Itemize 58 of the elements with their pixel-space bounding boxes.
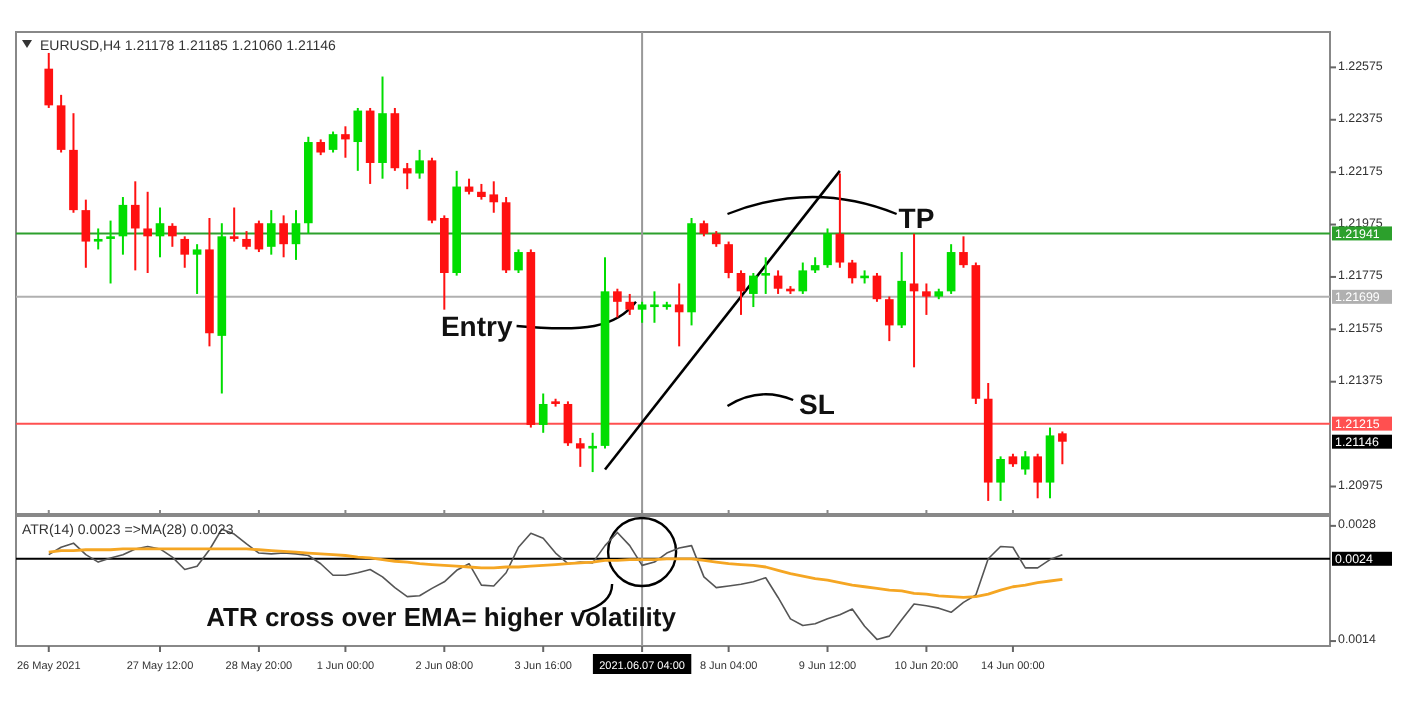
candlestick [1058,430,1067,466]
candlestick [415,148,424,180]
candlestick [897,251,907,330]
candlestick [229,206,239,243]
candlestick [93,227,103,251]
candlestick [724,240,733,280]
candlestick [81,198,91,269]
candlestick [749,272,758,309]
candlestick [823,227,832,269]
candlestick [872,272,882,303]
candlestick [835,172,845,269]
candlestick [922,282,931,316]
annotation: SL [799,388,836,420]
candlestick [563,400,573,447]
candlestick [798,261,808,295]
candlestick [588,431,597,474]
candlestick [291,209,301,261]
candlestick [1020,450,1030,476]
candlestick [266,209,276,256]
candlestick [168,222,177,248]
candlestick [674,282,684,348]
annotation: ATR cross over EMA= higher volatility [206,602,678,632]
candlestick [637,300,647,324]
candlestick [736,269,746,316]
candlestick [885,295,894,343]
candlestick [514,248,523,274]
candlestick [242,230,251,251]
candlestick [959,235,968,269]
candlestick [538,392,548,434]
candlestick [56,93,66,154]
candlestick [996,455,1005,502]
candlestick [180,235,190,269]
candlestick [773,269,783,295]
annotation: Entry [440,310,513,342]
candlestick [909,232,919,369]
candlestick [143,190,152,274]
candlestick [130,180,140,272]
candlestick [402,161,412,191]
candlestick [575,437,585,468]
candlestick [44,51,54,109]
candlestick [625,292,635,316]
candlestick [155,206,165,259]
candlestick [254,219,264,254]
candlestick [279,214,288,259]
candlestick [192,243,202,295]
candlestick [353,106,363,172]
candlestick [613,287,622,319]
candlestick [1045,426,1055,500]
annotation: TP [898,202,935,234]
candlestick [761,256,771,295]
candlestick [946,243,956,295]
candlestick [106,219,115,285]
line-series [47,547,1064,599]
candlestick [1033,452,1042,500]
candlestick [328,130,338,154]
candlestick [118,196,128,256]
candlestick [341,125,350,159]
candlestick [847,258,857,285]
